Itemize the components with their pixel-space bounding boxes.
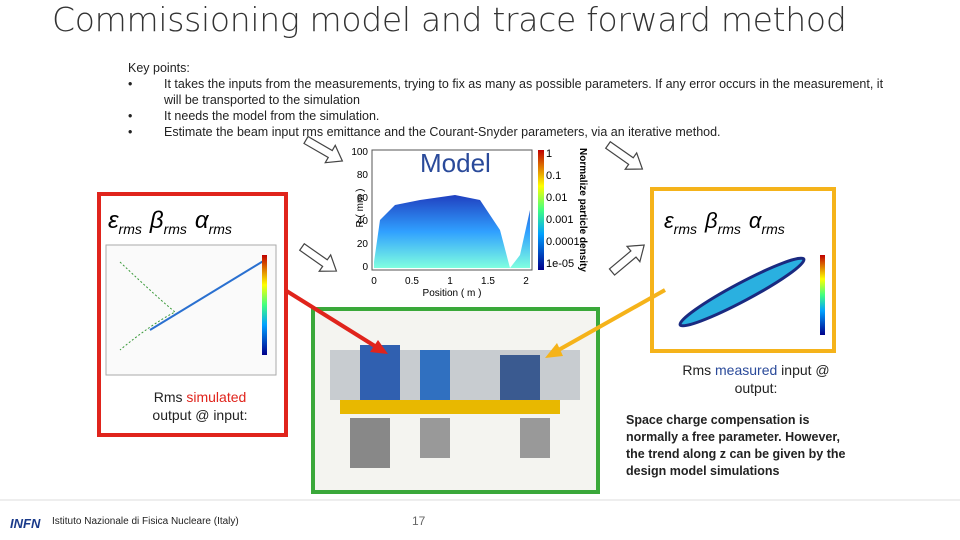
- bullet-list: • It takes the inputs from the measuremen…: [128, 76, 888, 140]
- plot-frame: [371, 149, 533, 271]
- param-symbol: β: [704, 208, 718, 233]
- params-label: εrms βrms αrms: [664, 208, 785, 237]
- bullet-text: Estimate the beam input rms emittance an…: [164, 125, 721, 139]
- caption-text: output @ input:: [152, 407, 248, 423]
- pump: [350, 418, 390, 468]
- model-label: Model: [420, 148, 491, 178]
- pump: [420, 418, 450, 458]
- simulated-frame: [97, 192, 288, 437]
- plot-text: Model 100 80 60 40 20 00 0.5 1 1.5 2 1 0.1 0.01 0.001 0…: [351, 147, 588, 299]
- page-number: 17: [412, 514, 426, 528]
- param-subscript: rms: [119, 221, 142, 237]
- param-subscript: rms: [674, 221, 697, 237]
- measured-caption: Rms measured input @ output:: [676, 361, 836, 397]
- bullet: •: [128, 109, 133, 123]
- x-tick-label: 1.5: [481, 276, 495, 287]
- param-symbol: α: [195, 207, 210, 234]
- bullet-text: It takes the inputs from the measurement…: [164, 77, 884, 107]
- y-tick-label: 0: [362, 262, 368, 273]
- x-tick-label: 2: [523, 276, 529, 287]
- caption-text: Rms: [153, 389, 183, 405]
- x-tick-label: 0.5: [405, 276, 419, 287]
- colorbar-tick-label: 1e-05: [546, 258, 574, 270]
- support: [340, 400, 560, 414]
- colorbar-tick-label: 0.0001: [546, 236, 580, 248]
- param-subscript: rms: [761, 221, 784, 237]
- bullet-text: It needs the model from the simulation.: [164, 109, 380, 123]
- colorbar-tick-label: 0.01: [546, 192, 567, 204]
- simulated-plot: [105, 244, 277, 376]
- key-points: Key points: • It takes the inputs from th…: [128, 60, 888, 140]
- rfq-cone: [500, 355, 540, 400]
- caption-highlight: measured: [715, 362, 778, 378]
- param-symbol: β: [149, 207, 164, 234]
- colorbar: [538, 150, 544, 270]
- arrows: [298, 135, 645, 276]
- diagnostic: [420, 350, 450, 400]
- colorbar-tick-label: 1: [546, 148, 552, 160]
- y-tick-label: 40: [357, 216, 369, 227]
- y-tick-label: 60: [357, 193, 369, 204]
- colorbar-tick-label: 0.1: [546, 170, 561, 182]
- pointer-head: [545, 343, 563, 358]
- flow-arrow: [298, 242, 338, 272]
- y-tick-label: 20: [357, 239, 369, 250]
- bullet: •: [128, 77, 133, 91]
- caption-text: input @ output:: [734, 362, 830, 396]
- flow-arrow: [303, 135, 344, 164]
- param-subscript: rms: [164, 221, 187, 237]
- density-area: [374, 195, 530, 268]
- x-tick-label: 1: [447, 276, 453, 287]
- envelope: [119, 261, 176, 351]
- param-symbol: ε: [108, 207, 119, 234]
- bullet-item: • It needs the model from the simulation.: [128, 108, 888, 124]
- bullet-item: • It takes the inputs from the measuremen…: [128, 76, 888, 108]
- pump: [520, 418, 550, 458]
- y-tick-label: 100: [351, 147, 368, 158]
- params-label: εrms βrms αrms: [108, 207, 232, 237]
- flow-arrow: [608, 244, 645, 276]
- bullet: •: [128, 125, 133, 139]
- param-subscript: rms: [718, 221, 741, 237]
- phase-ellipse: [678, 256, 806, 328]
- solenoid: [360, 345, 400, 405]
- logo: INFN: [10, 516, 41, 531]
- caption-text: Rms: [682, 362, 712, 378]
- simulated-caption: Rms simulated output @ input:: [140, 388, 260, 424]
- bullet-item: • Estimate the beam input rms emittance a…: [128, 124, 888, 140]
- colorbar-label: Normalize particle density: [577, 148, 588, 272]
- caption-highlight: simulated: [186, 389, 247, 405]
- x-tick-label: 0: [371, 276, 377, 287]
- y-tick-label: 80: [357, 170, 369, 181]
- x-axis-label: Position ( m ): [423, 288, 482, 299]
- pointer-head: [370, 340, 388, 354]
- colorbar: [262, 255, 267, 355]
- pointer-arrow: [283, 288, 380, 350]
- y-axis-label: R ( mm ): [355, 189, 366, 228]
- key-points-heading: Key points:: [128, 61, 190, 75]
- measured-frame: [650, 187, 836, 353]
- institute: Istituto Nazionale di Fisica Nucleare (I…: [52, 516, 239, 527]
- phase-ellipse: [149, 259, 266, 331]
- param-subscript: rms: [209, 221, 232, 237]
- flow-arrow: [604, 140, 644, 170]
- param-symbol: α: [749, 208, 763, 233]
- colorbar-tick-label: 0.001: [546, 214, 574, 226]
- slide-title: Commissioning model and trace forward me…: [52, 0, 847, 39]
- colorbar: [820, 255, 825, 335]
- note: Space charge compensation is normally a …: [626, 413, 846, 478]
- pointer-arrow: [554, 288, 666, 354]
- param-symbol: ε: [664, 208, 674, 233]
